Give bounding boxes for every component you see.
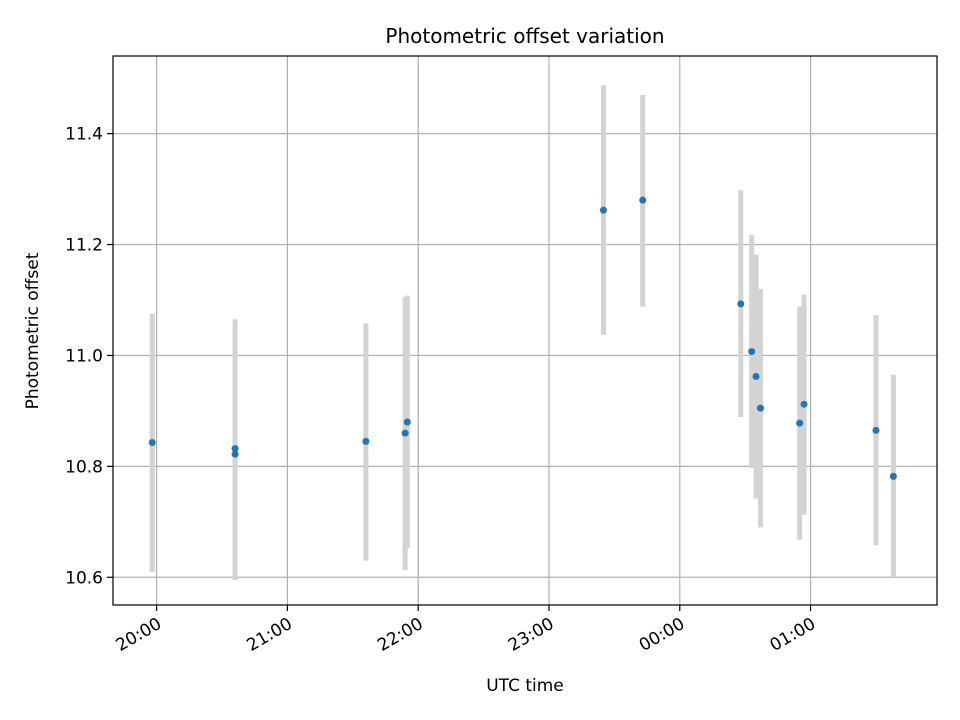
chart-title: Photometric offset variation	[385, 24, 664, 48]
data-point	[756, 404, 764, 412]
data-point	[401, 429, 409, 437]
data-point	[872, 426, 880, 434]
data-point	[800, 400, 808, 408]
data-point	[639, 196, 647, 204]
data-point	[737, 300, 745, 308]
y-tick-label: 11.4	[65, 125, 103, 145]
data-point	[231, 445, 239, 453]
data-point	[403, 418, 411, 426]
y-tick-label: 10.6	[65, 568, 103, 588]
data-point	[889, 472, 897, 480]
data-point	[148, 439, 156, 447]
data-point	[748, 348, 756, 356]
x-axis-label: UTC time	[486, 676, 564, 696]
data-points	[148, 196, 897, 480]
y-axis-label: Photometric offset	[23, 252, 43, 409]
data-point	[752, 373, 760, 381]
data-point	[362, 437, 370, 445]
y-tick-label: 11.0	[65, 346, 103, 366]
plot-frame	[112, 55, 938, 606]
data-point	[231, 450, 239, 458]
y-tick-label: 11.2	[65, 236, 103, 256]
y-tick-label: 10.8	[65, 457, 103, 477]
data-point	[599, 206, 607, 214]
data-point	[796, 419, 804, 427]
y-axis-ticks: 10.6 10.8 11.0 11.2 11.4	[65, 125, 113, 588]
grid	[113, 56, 937, 605]
